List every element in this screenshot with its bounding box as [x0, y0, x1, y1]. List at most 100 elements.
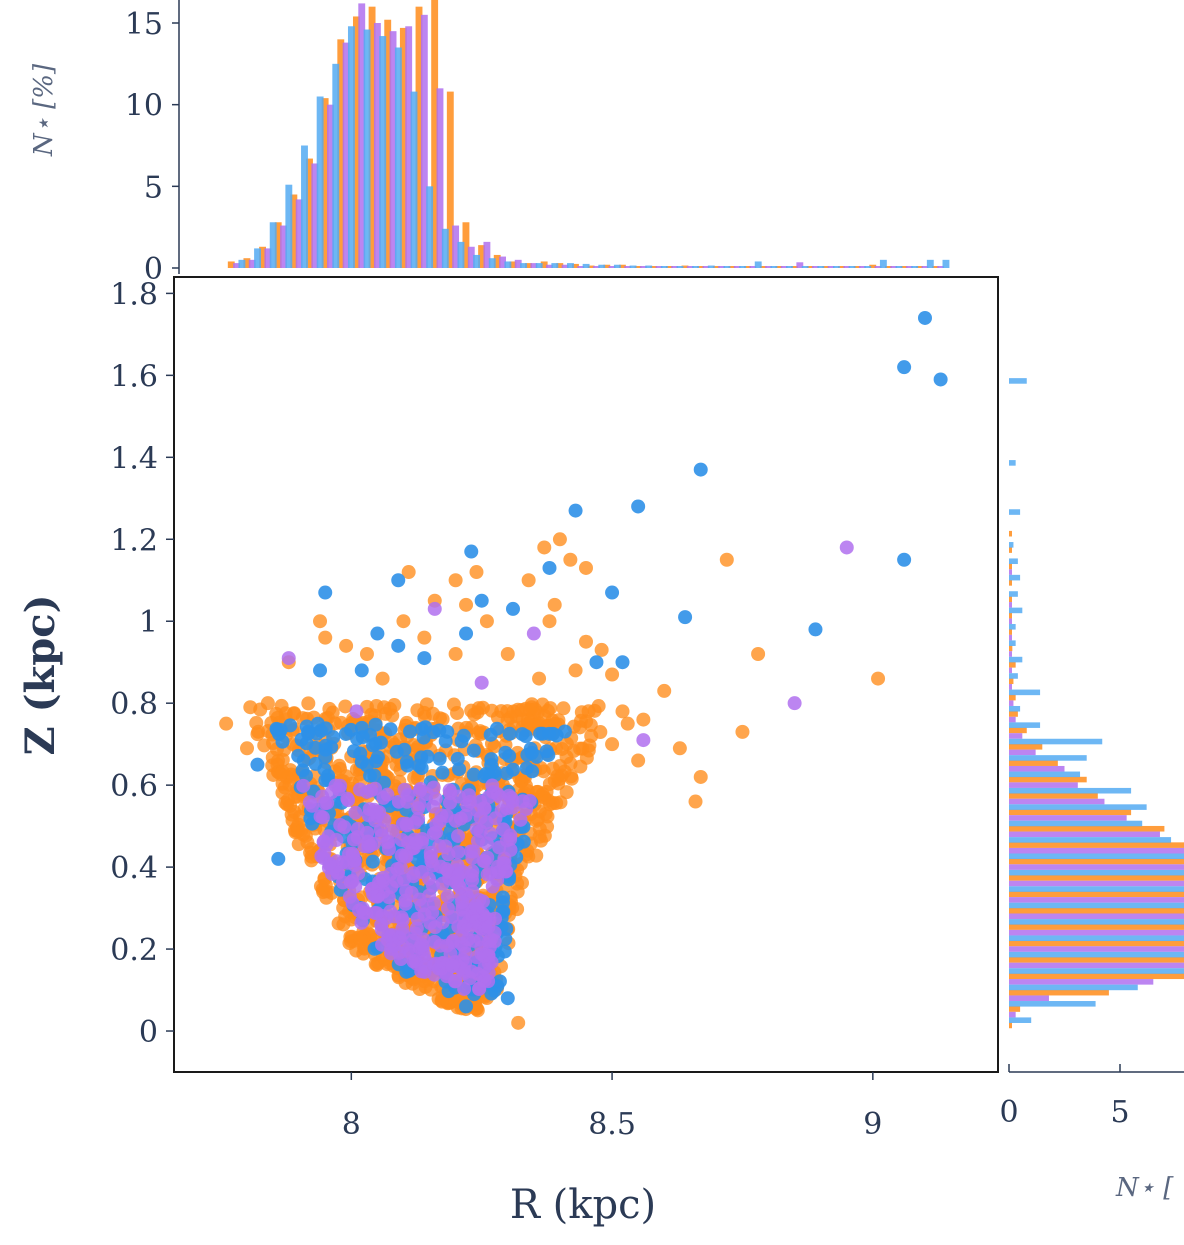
scatter-point	[346, 832, 361, 847]
right-hist-bar	[1009, 782, 1078, 788]
right-hist-bar	[1009, 831, 1160, 838]
scatter-point	[465, 864, 480, 879]
scatter-point	[489, 721, 504, 736]
top-hist-bar	[837, 266, 845, 268]
right-hist-bar	[1009, 847, 1184, 854]
top-hist-bar	[342, 42, 350, 268]
scatter-point	[503, 828, 518, 843]
right-hist-bar	[1009, 962, 1184, 969]
scatter-point	[563, 552, 578, 567]
scatter-point	[719, 552, 734, 567]
scatter-point	[317, 834, 332, 849]
top-hist-bar	[937, 266, 945, 268]
scatter-point	[735, 724, 750, 739]
scatter-point	[341, 793, 356, 808]
top-hist-bar	[916, 266, 924, 268]
scatter-point	[417, 651, 432, 666]
right-hist-bar	[1009, 869, 1184, 876]
scatter-point	[452, 762, 467, 777]
scatter-point	[269, 706, 284, 721]
right-hist-bar	[1009, 1022, 1012, 1029]
right-hist-bar	[1009, 864, 1184, 870]
scatter-point	[334, 715, 349, 730]
right-hist-bar	[1009, 673, 1018, 679]
top-hist-bar	[671, 266, 679, 268]
top-hist-bar	[426, 186, 434, 268]
top-hist-bar	[436, 88, 444, 268]
scatter-point	[350, 821, 365, 836]
top-hist-bar	[405, 26, 413, 269]
right-hist-bar	[1009, 722, 1041, 728]
top-hist-bar	[540, 261, 548, 268]
right-hist-bar	[1009, 700, 1014, 706]
scatter-point	[352, 782, 367, 797]
scatter-point	[464, 703, 479, 718]
scatter-point	[498, 931, 513, 946]
right-hist-bar	[1009, 842, 1184, 848]
scatter-point	[547, 597, 562, 612]
right-hist-bar	[1009, 667, 1012, 674]
scatter-point	[322, 857, 337, 872]
scatter-point	[415, 832, 430, 847]
scatter-point	[425, 905, 440, 920]
scatter-point	[473, 794, 488, 809]
scatter-point	[492, 840, 507, 855]
scatter-point	[451, 845, 466, 860]
scatter-point	[573, 720, 588, 735]
right-hist-bar	[1009, 907, 1184, 914]
right-hist-bar	[1009, 760, 1058, 766]
top-hist-bar	[274, 222, 282, 268]
right-hist-bar	[1009, 612, 1012, 619]
right-hist-bar	[1009, 591, 1018, 597]
scatter-point	[433, 859, 448, 874]
scatter-point	[285, 813, 300, 828]
scatter-point	[281, 651, 296, 666]
right-hist-bar	[1009, 542, 1014, 548]
top-hist-bar	[420, 14, 428, 269]
top-hist-bar	[660, 266, 668, 268]
top-hist-bar	[577, 266, 585, 268]
scatter-point	[301, 696, 316, 711]
top-hist-bar	[363, 29, 371, 269]
scatter-point	[317, 846, 332, 861]
scatter-point	[464, 544, 479, 559]
top-hist-bar	[822, 266, 830, 268]
top-hist-bar	[306, 158, 313, 268]
right-hist-bar	[1009, 940, 1184, 947]
scatter-point	[448, 875, 463, 890]
top-hist-bar	[608, 266, 616, 268]
scatter-point	[615, 704, 630, 719]
scatter-point	[564, 769, 579, 784]
scatter-x-ticks: 8 8.5 9	[342, 1072, 882, 1142]
top-hist-bar	[759, 266, 767, 268]
y-tick-label: 1	[139, 605, 158, 640]
right-hist-bar	[1009, 530, 1012, 537]
scatter-point	[363, 838, 378, 853]
scatter-point	[398, 893, 413, 908]
top-hist-bar	[926, 259, 934, 268]
top-hist-bar	[598, 264, 606, 268]
scatter-point	[375, 671, 390, 686]
scatter-point	[541, 793, 556, 808]
scatter-point	[688, 794, 703, 809]
scatter-point	[458, 946, 473, 961]
top-hist-bar	[843, 266, 851, 268]
scatter-point	[354, 663, 369, 678]
top-hist-bar	[467, 246, 475, 268]
scatter-point	[345, 846, 360, 861]
scatter-point	[455, 895, 470, 910]
scatter-point	[435, 712, 450, 727]
top-hist-bar	[347, 26, 355, 269]
right-hist-bar	[1009, 569, 1012, 575]
right-hist-bar	[1009, 744, 1043, 750]
scatter-point	[305, 798, 320, 813]
top-hist-bar	[869, 264, 877, 268]
right-hist-bar	[1009, 1011, 1016, 1018]
scatter-point	[631, 753, 646, 768]
top-hist-bar	[280, 225, 287, 268]
right-hist-bar	[1009, 624, 1016, 630]
top-hist-bar	[853, 266, 861, 268]
scatter-point	[348, 805, 363, 820]
top-hist-bar	[446, 91, 454, 268]
scatter-point	[465, 884, 480, 899]
